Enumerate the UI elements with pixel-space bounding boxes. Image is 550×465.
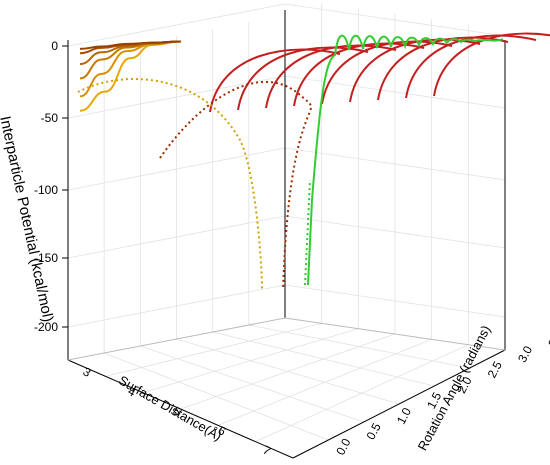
x-tick-label: 8 [306, 462, 319, 465]
z-tick-label: -150 [34, 251, 58, 265]
right-wall-grid-line [284, 3, 506, 37]
right-wall-grid-line [284, 284, 506, 318]
right-wall-grid-line [284, 147, 506, 181]
right-wall-grid-line [284, 215, 506, 249]
left-wall-grid-line [67, 284, 286, 328]
x-axis-label: Surface Distance(Å) [116, 373, 224, 444]
floor-back-edge-right [284, 317, 506, 351]
right-wall-series-line [307, 34, 504, 286]
y-tick-label: 3.5 [545, 328, 550, 350]
left-wall-grid-line [67, 3, 286, 47]
left-wall-grid-line [67, 147, 286, 191]
floor-back-edge-left [67, 317, 286, 361]
y-tick-label: 0.0 [333, 436, 353, 458]
x-axis-line [67, 359, 294, 459]
z-axis-label: Interparticle Potential (kcal/mol) [0, 115, 57, 324]
left-wall-grid-line [67, 215, 286, 259]
y-tick-label: 3.0 [515, 343, 535, 365]
dotted-series-line [77, 78, 263, 291]
y-tick-label: 0.5 [364, 420, 384, 442]
y-tick-label: 2.5 [485, 359, 505, 381]
z-tick-label: -200 [34, 320, 58, 334]
dotted-series-line [159, 81, 312, 291]
y-axis-line [292, 349, 506, 459]
y-tick-label: 1.0 [394, 405, 414, 427]
axes-frame [62, 10, 506, 459]
left-wall-series-line [79, 40, 181, 50]
data-curves [77, 32, 550, 291]
z-tick-label: -100 [34, 183, 58, 197]
z-tick-label: -50 [41, 111, 59, 125]
angle-series-line [405, 34, 537, 99]
right-wall-grid-line [284, 75, 506, 109]
z-tick-label: 0 [51, 39, 58, 53]
floor-grid-line [248, 324, 470, 369]
